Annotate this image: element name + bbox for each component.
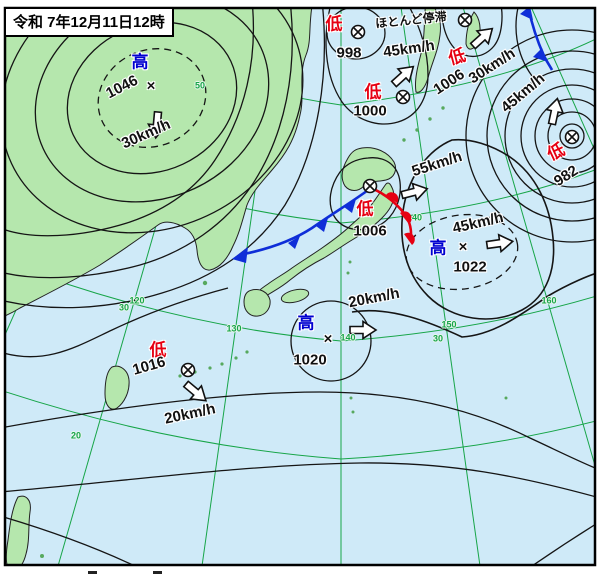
high-center-mark-1022: ×	[458, 238, 468, 256]
grid-label-lon120: 120	[129, 295, 145, 306]
luzon	[5, 495, 31, 565]
pressure-value-1000: 1000	[353, 102, 387, 120]
low-label-1006-hokkaido: 低	[356, 199, 374, 219]
low-label-1016: 低	[149, 340, 167, 360]
low-center-icon	[180, 362, 196, 378]
grid-label-lat30-w: 30	[118, 302, 130, 313]
grid-label-lon160: 160	[541, 295, 557, 306]
movement-arrow-icon	[485, 233, 515, 254]
high-label-1020: 高	[297, 313, 315, 333]
low-center-icon	[350, 24, 366, 40]
map-frame	[3, 6, 597, 567]
pressure-value-1006-hokkaido: 1006	[353, 222, 387, 240]
low-center-icon	[564, 129, 580, 145]
high-center-mark-1020: ×	[323, 330, 333, 348]
warm-front-main	[370, 186, 415, 245]
isobar-low-998	[326, 8, 386, 60]
movement-arrow-icon	[400, 182, 429, 202]
shikoku	[280, 288, 310, 304]
taiwan	[104, 365, 130, 410]
low-center-icon	[362, 178, 378, 194]
fronts	[232, 8, 554, 263]
isobar-high-1022-outer	[401, 138, 555, 320]
high-center-mark-1046: ×	[146, 77, 156, 95]
grid-label-lat30-e: 30	[432, 333, 444, 344]
movement-arrow-icon	[182, 380, 208, 402]
asia-continent	[5, 8, 313, 317]
meridian-160e	[462, 8, 595, 468]
pressure-value-1022: 1022	[453, 258, 487, 276]
pressure-value-1020: 1020	[293, 351, 327, 369]
cold-front-main	[232, 186, 372, 263]
pressure-value-998: 998	[336, 44, 362, 62]
low-center-icon	[457, 12, 473, 28]
movement-arrow-icon	[146, 110, 167, 140]
isobars	[5, 8, 595, 565]
meridian-170e	[531, 8, 595, 152]
sakhalin	[415, 8, 441, 93]
low-label-1000: 低	[364, 82, 382, 102]
grid-label-lon150: 150	[441, 319, 457, 330]
high-label-1046: 高	[131, 52, 149, 72]
margin-mark	[153, 571, 162, 574]
kyushu	[243, 289, 271, 317]
movement-arrow-icon	[469, 27, 494, 50]
isobar-low-1006-hokkaido	[329, 157, 401, 231]
grid-label-lat50: 50	[194, 80, 206, 91]
high-label-1022: 高	[429, 238, 447, 258]
movement-arrows	[146, 27, 565, 402]
landmasses	[5, 8, 508, 565]
low-center-marks	[180, 12, 580, 378]
isobars-low-982	[465, 29, 595, 243]
grid-label-lon140: 140	[340, 332, 356, 343]
grid-label-lat40: 40	[411, 212, 423, 223]
movement-arrow-icon	[390, 65, 415, 88]
grid-label-lon130: 130	[226, 323, 242, 334]
grid-label-lat20: 20	[70, 430, 82, 441]
isobar-high-1020	[290, 300, 372, 382]
chart-title: 令和 7年12月11日12時	[4, 7, 174, 37]
movement-arrow-icon	[349, 320, 378, 340]
parallel-20n	[5, 391, 595, 460]
low-center-icon	[395, 89, 411, 105]
margin-mark	[88, 571, 97, 574]
isobar-high-1022-inner-dashed	[405, 213, 519, 291]
cold-front-northeast	[520, 8, 554, 71]
movement-arrow-icon	[544, 97, 565, 126]
low-label-998: 低	[325, 14, 343, 34]
